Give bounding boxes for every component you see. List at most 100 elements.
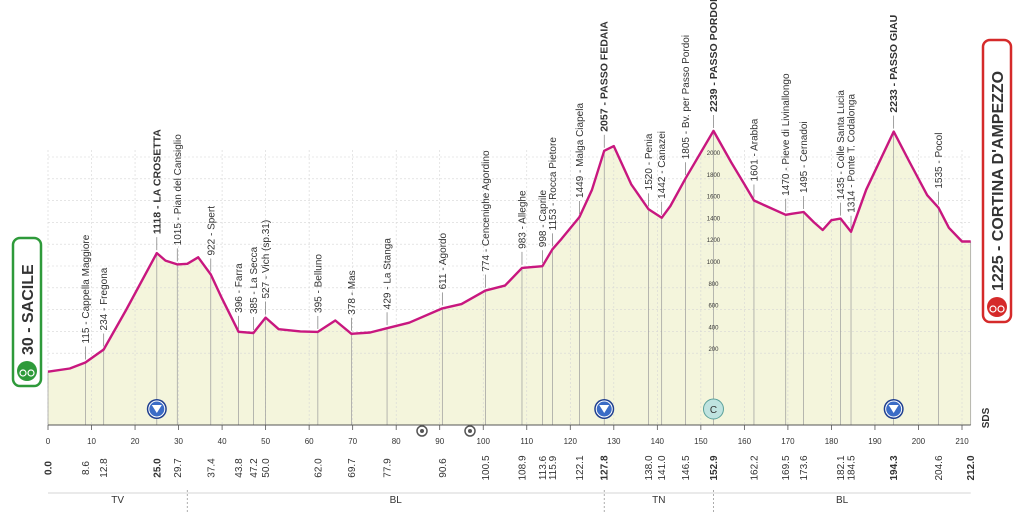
x-tick-label: 60 [305, 437, 314, 446]
km-label: 62.0 [313, 458, 324, 478]
icon [468, 429, 472, 433]
km-label: 146.5 [681, 455, 692, 480]
km-label: 169.5 [781, 455, 792, 480]
kom-icon [888, 405, 899, 413]
region-label: BL [390, 495, 403, 506]
waypoint-label: 378 - Mas [347, 270, 358, 314]
waypoint-label: 385 - La Secca [249, 246, 260, 314]
x-tick-label: 100 [477, 437, 491, 446]
start-finish-icon [17, 361, 37, 381]
km-label: 8.6 [81, 461, 92, 475]
start-finish-icon [997, 305, 1005, 313]
start-finish-icon [19, 369, 27, 377]
y-tick-label: 600 [708, 304, 719, 310]
km-label: 50.0 [261, 458, 272, 478]
waypoint-label: 1601 - Arabba [749, 118, 760, 181]
x-tick-label: 200 [912, 437, 926, 446]
profile-area [48, 130, 971, 425]
brand: SDS [981, 407, 992, 428]
profile-line [47, 129, 971, 373]
x-tick-label: 190 [868, 437, 882, 446]
km-label: 47.2 [249, 458, 260, 478]
km-label: 194.3 [889, 455, 900, 480]
x-tick-label: 90 [435, 437, 444, 446]
waypoint-label: 611 - Agordo [438, 232, 449, 289]
x-tick-label: 130 [607, 437, 621, 446]
km-label: 69.7 [347, 458, 358, 478]
sprint-icons [416, 425, 476, 437]
start-label: 30 - SACILE [20, 264, 37, 355]
km-label: 182.1 [836, 455, 847, 480]
x-tick-label: 40 [218, 437, 227, 446]
waypoint-label: 774 - Cencenighe Agordino [481, 150, 492, 272]
x-tick-label: 210 [955, 437, 969, 446]
y-tick-label: 200 [708, 347, 719, 353]
waypoint-label: 1470 - Pieve di Livinallongo [781, 73, 792, 196]
kom-icon [151, 405, 162, 413]
x-tick-label: 120 [564, 437, 578, 446]
y-tick-label: 1800 [707, 173, 721, 179]
km-label: 122.1 [575, 455, 586, 480]
y-tick-label: 800 [708, 282, 719, 288]
km-label: 162.2 [749, 455, 760, 480]
x-tick-label: 150 [694, 437, 708, 446]
waypoint-label: 1449 - Malga Ciapela [575, 103, 586, 198]
y-tick-label: 1000 [707, 260, 721, 266]
region-label: BL [836, 495, 849, 506]
km-label: 115.9 [548, 455, 559, 480]
waypoint-label: 922 - Spert [206, 206, 217, 256]
waypoint-label: 234 - Fregona [99, 267, 110, 330]
waypoint-label: 1015 - Pian del Cansiglio [173, 134, 184, 246]
km-label: 141.0 [657, 455, 668, 480]
km-label: 212.0 [966, 455, 977, 480]
waypoint-label: 1118 - LA CROSETTA [151, 129, 163, 234]
km-label: 12.8 [99, 458, 110, 478]
km-label: 25.0 [152, 458, 163, 478]
km-label: 90.6 [438, 458, 449, 478]
x-tick-label: 0 [46, 437, 51, 446]
waypoint-label: 1314 - Ponte T. Codalonga [847, 94, 858, 213]
km-label: 113.6 [538, 455, 549, 480]
x-tick-label: 70 [348, 437, 357, 446]
x-tick-label: 30 [174, 437, 183, 446]
x-tick-label: 140 [651, 437, 665, 446]
km-label: 100.5 [481, 455, 492, 480]
waypoint-label: 429 - La Stanga [383, 238, 394, 310]
waypoint-label: 1520 - Penia [644, 133, 655, 190]
waypoint-label: 396 - Farra [234, 263, 245, 313]
start-box [11, 236, 43, 388]
region-label: TN [652, 495, 665, 506]
y-tick-label: 400 [708, 325, 719, 331]
x-tick-label: 80 [392, 437, 401, 446]
icon [420, 429, 424, 433]
x-tick-label: 160 [738, 437, 752, 446]
waypoint-label: 1442 - Canazei [657, 131, 668, 199]
waypoint-label: 1535 - Pocol [934, 133, 945, 189]
start-finish-icon [987, 297, 1007, 317]
km-label: 77.9 [383, 458, 394, 478]
waypoint-label: 983 - Alleghe [517, 190, 528, 249]
waypoint-label: 2057 - PASSO FEDAIA [599, 21, 611, 132]
cima-icon [702, 398, 724, 420]
km-label: 173.6 [799, 455, 810, 480]
waypoint-label: 2233 - PASSO GIAU [888, 15, 900, 113]
waypoint-label: 2239 - PASSO PORDOI [708, 0, 720, 112]
finish-label: 1225 - CORTINA D'AMPEZZO [990, 71, 1007, 291]
km-label: 0.0 [44, 461, 55, 475]
x-tick-label: 20 [131, 437, 140, 446]
y-tick-label: 1600 [707, 195, 721, 201]
waypoint-label: 395 - Belluno [313, 254, 324, 313]
km-label: 184.5 [847, 455, 858, 480]
waypoint-label: 115 - Cappella Maggiore [81, 234, 92, 343]
start-finish-icon [27, 369, 35, 377]
y-tick-label: 1200 [707, 238, 721, 244]
region-label: TV [111, 495, 124, 506]
waypoint-label: 1435 - Colle Santa Lucia [836, 90, 847, 200]
start-finish-icon [989, 305, 997, 313]
x-tick-label: 110 [520, 437, 533, 446]
waypoint-label: 527 - Vich (sp.31) [261, 220, 272, 299]
km-label: 204.6 [934, 455, 945, 480]
km-label: 138.0 [644, 455, 655, 480]
x-tick-label: 10 [87, 437, 96, 446]
